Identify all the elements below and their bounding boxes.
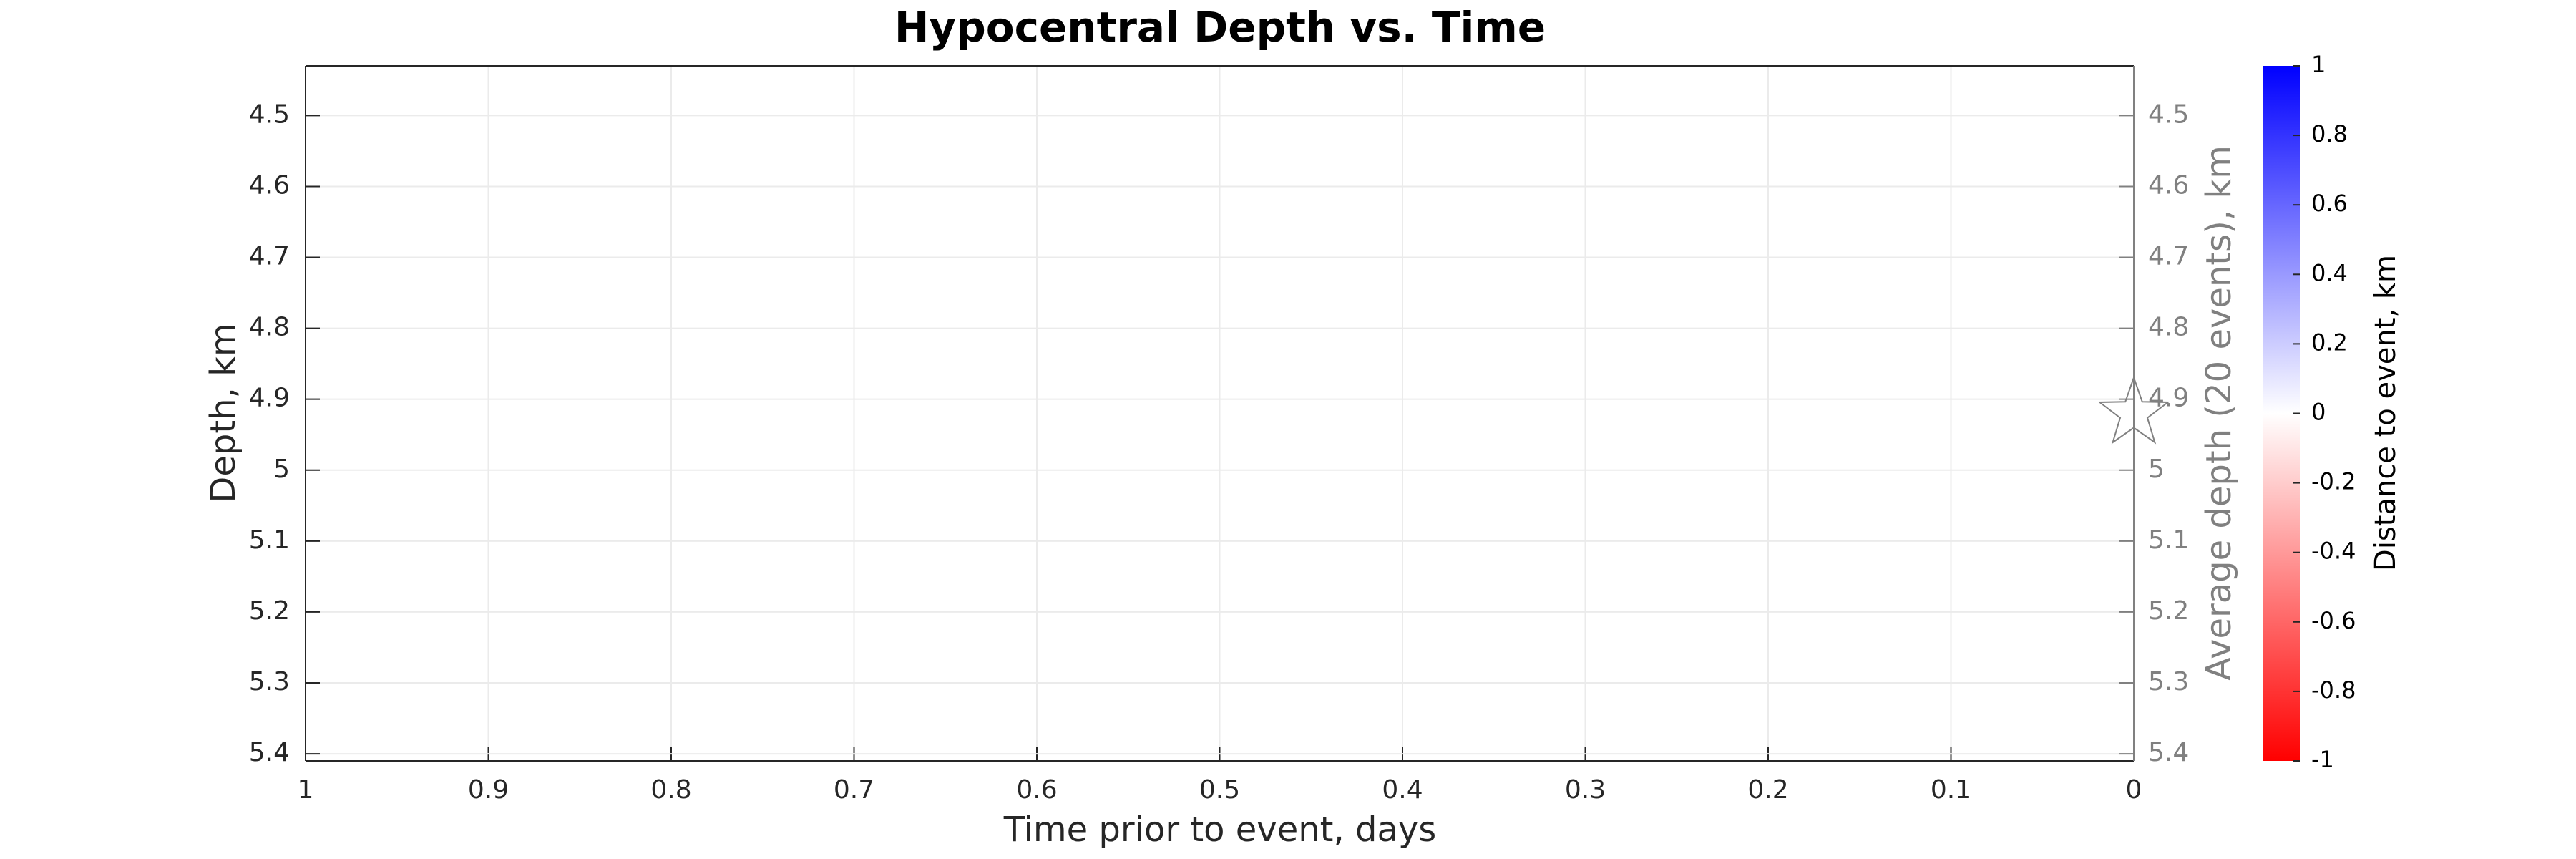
x-axis-label: Time prior to event, days bbox=[1003, 810, 1437, 850]
y2-tick-label: 4.7 bbox=[2148, 242, 2189, 271]
y2-tick-label: 4.9 bbox=[2148, 384, 2189, 413]
colorbar-tick-label: 0.8 bbox=[2311, 120, 2348, 147]
colorbar-tick-label: -1 bbox=[2311, 746, 2334, 773]
y-tick-label: 5.3 bbox=[249, 667, 290, 697]
y-tick-label: 4.7 bbox=[249, 242, 290, 271]
colorbar-tick-label: 0.4 bbox=[2311, 259, 2348, 286]
y-tick-label: 5.4 bbox=[249, 738, 290, 767]
y-tick-label: 4.9 bbox=[249, 384, 290, 413]
y2-axis-label: Average depth (20 events), km bbox=[2199, 145, 2239, 681]
x-tick-label: 0 bbox=[2126, 775, 2142, 805]
y-tick-label: 4.6 bbox=[249, 170, 290, 200]
x-tick-label: 0.1 bbox=[1931, 775, 1971, 805]
y-tick-label: 4.8 bbox=[249, 313, 290, 342]
colorbar-label: Distance to event, km bbox=[2369, 255, 2402, 571]
x-tick-label: 0.9 bbox=[468, 775, 509, 805]
colorbar-tick-label: 0.6 bbox=[2311, 190, 2348, 217]
colorbar-tick-label: -0.8 bbox=[2311, 676, 2356, 704]
colorbar-tick-label: -0.2 bbox=[2311, 468, 2356, 495]
colorbar-tick-label: -0.4 bbox=[2311, 538, 2356, 565]
x-tick-label: 0.5 bbox=[1199, 775, 1240, 805]
x-tick-label: 0.2 bbox=[1747, 775, 1788, 805]
y-tick-label: 4.5 bbox=[249, 100, 290, 129]
y2-tick-label: 5.4 bbox=[2148, 738, 2189, 767]
y2-tick-label: 5.1 bbox=[2148, 525, 2189, 555]
x-tick-label: 0.4 bbox=[1382, 775, 1423, 805]
y-axis-label: Depth, km bbox=[203, 323, 243, 503]
y2-tick-label: 4.6 bbox=[2148, 170, 2189, 200]
y-tick-label: 5.1 bbox=[249, 525, 290, 555]
star-marker bbox=[2097, 375, 2170, 445]
chart-title: Hypocentral Depth vs. Time bbox=[894, 3, 1546, 52]
x-tick-label: 0.7 bbox=[834, 775, 874, 805]
colorbar-tick-label: -0.6 bbox=[2311, 607, 2356, 634]
y2-tick-label: 5.2 bbox=[2148, 596, 2189, 626]
x-tick-label: 0.8 bbox=[650, 775, 691, 805]
colorbar-tick-label: 0 bbox=[2311, 399, 2326, 426]
x-tick-label: 1 bbox=[298, 775, 314, 805]
y2-tick-label: 4.5 bbox=[2148, 100, 2189, 129]
colorbar-tick-label: 0.2 bbox=[2311, 329, 2348, 356]
x-tick-label: 0.6 bbox=[1016, 775, 1057, 805]
y2-tick-label: 5 bbox=[2148, 455, 2165, 484]
y2-tick-label: 4.8 bbox=[2148, 313, 2189, 342]
y-tick-label: 5.2 bbox=[249, 596, 290, 626]
y-tick-label: 5 bbox=[273, 455, 290, 484]
y2-tick-label: 5.3 bbox=[2148, 667, 2189, 697]
x-tick-label: 0.3 bbox=[1565, 775, 1606, 805]
colorbar-tick-label: 1 bbox=[2311, 51, 2326, 78]
